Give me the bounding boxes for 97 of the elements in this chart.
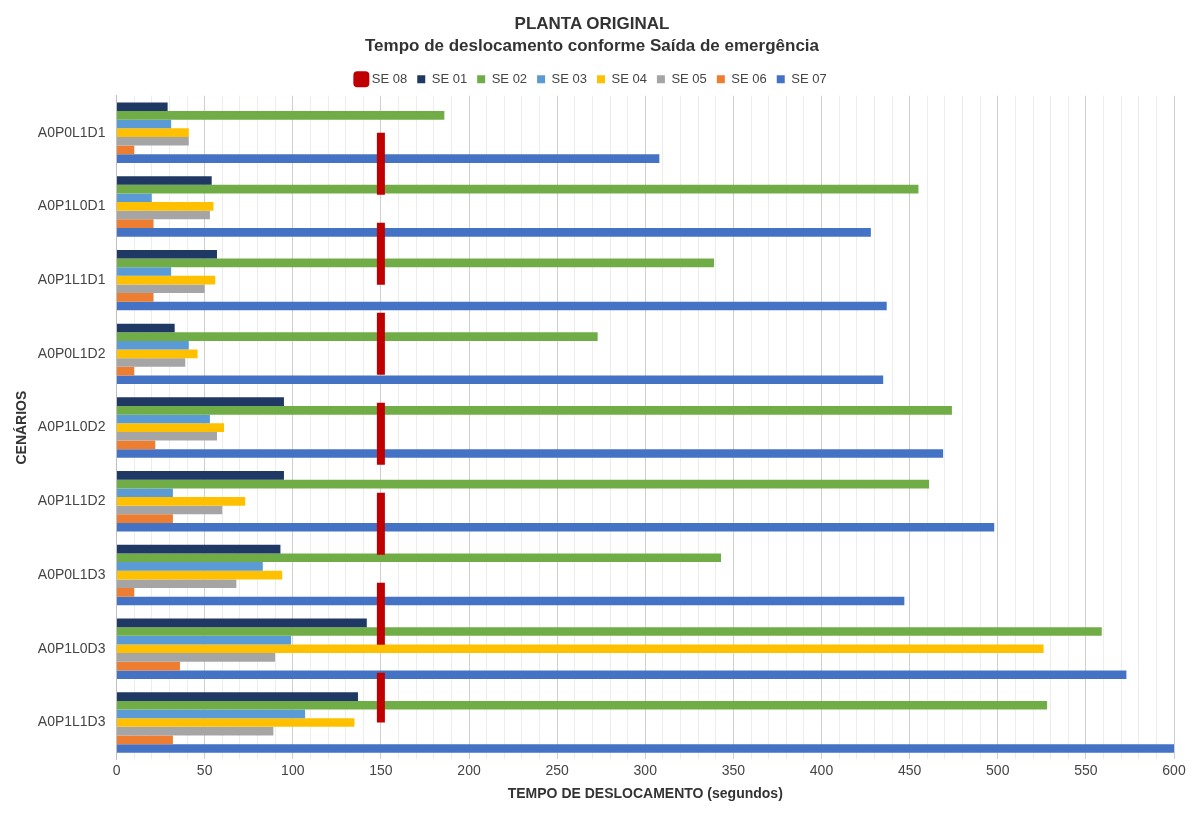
bar: [117, 111, 445, 120]
bar: [117, 128, 189, 137]
bar: [117, 596, 905, 606]
bar: [117, 635, 291, 645]
bar: [117, 544, 281, 554]
bar: [117, 514, 173, 523]
bar: [117, 154, 660, 163]
legend-label: SE 06: [731, 70, 767, 86]
x-tick-label: 50: [196, 761, 213, 778]
bar: [117, 267, 172, 276]
legend-label: SE 08: [371, 70, 408, 86]
bar: [117, 184, 919, 194]
bar: [117, 522, 995, 532]
bar: [117, 358, 186, 367]
x-tick-label: 550: [1074, 761, 1098, 778]
x-tick-label: 450: [897, 761, 922, 778]
x-tick-label: 200: [457, 761, 481, 778]
bar: [117, 414, 210, 424]
bar: [117, 471, 284, 480]
bar: [117, 397, 284, 407]
bar: [117, 588, 135, 597]
bar: [117, 375, 884, 385]
bar: [117, 661, 180, 671]
bar: [117, 653, 276, 662]
x-tick-label: 150: [369, 761, 393, 778]
y-tick-label: A0P1L0D3: [37, 639, 106, 656]
bar: [117, 227, 871, 237]
bar: [117, 449, 944, 458]
bar: [117, 744, 1174, 753]
x-axis-title: TEMPO DE DESLOCAMENTO (segundos): [507, 785, 783, 802]
bar: [117, 479, 930, 489]
bar: [117, 340, 189, 350]
bar: [117, 505, 223, 515]
bar: [117, 431, 217, 441]
legend-label: SE 01: [431, 70, 468, 86]
bar: [117, 136, 189, 146]
bar: [117, 627, 1102, 636]
bar: [117, 258, 714, 268]
bar: [117, 102, 168, 112]
x-tick-label: 500: [986, 761, 1010, 778]
bar: [117, 176, 212, 185]
bar: [117, 709, 306, 719]
chart-title: PLANTA ORIGINAL: [514, 13, 670, 33]
bar: [117, 210, 210, 220]
bar: [117, 406, 952, 415]
bar: [117, 692, 358, 701]
bar: [117, 332, 598, 341]
bar: [117, 423, 225, 432]
y-tick-label: A0P1L0D1: [37, 197, 106, 214]
bar: [117, 726, 274, 736]
bar: [117, 202, 214, 211]
bar: [117, 440, 156, 450]
y-tick-label: A0P0L1D3: [37, 565, 106, 582]
bar: [117, 249, 217, 259]
bar: [117, 579, 237, 589]
y-tick-label: A0P1L1D2: [37, 492, 106, 509]
bar: [117, 570, 283, 580]
bar: [117, 323, 175, 333]
y-tick-label: A0P0L1D2: [37, 344, 106, 361]
x-tick-label: 600: [1162, 761, 1186, 778]
bar: [117, 284, 205, 294]
bar: [117, 275, 216, 285]
bar: [117, 670, 1127, 680]
legend-label: SE 07: [791, 70, 827, 86]
bar: [117, 718, 355, 727]
bar: [117, 193, 152, 203]
legend-label: SE 04: [611, 70, 647, 86]
chart-subtitle: Tempo de deslocamento conforme Saída de emergência: [364, 36, 820, 56]
bar: [117, 219, 154, 228]
y-axis-title: CENÁRIOS: [13, 390, 30, 465]
bar: [117, 497, 246, 506]
x-tick-label: 100: [281, 761, 305, 778]
legend-label: SE 05: [671, 70, 707, 86]
bar: [117, 700, 1048, 710]
bar: [117, 366, 135, 376]
bar: [117, 735, 173, 745]
y-tick-label: A0P0L1D1: [37, 123, 106, 140]
bar: [117, 553, 722, 563]
bar: [117, 145, 135, 155]
bar: [117, 349, 198, 359]
bar: [117, 644, 1044, 654]
bar: [117, 618, 367, 628]
bar: [117, 301, 887, 311]
x-tick-label: 0: [112, 761, 121, 778]
bar: [117, 562, 263, 571]
bar: [117, 119, 172, 129]
x-tick-label: 350: [721, 761, 746, 778]
y-tick-label: A0P1L1D3: [37, 713, 106, 730]
y-tick-label: A0P1L0D2: [37, 418, 106, 435]
legend-label: SE 02: [491, 70, 528, 86]
x-tick-label: 400: [809, 761, 834, 778]
x-tick-label: 250: [545, 761, 570, 778]
y-tick-label: A0P1L1D1: [37, 270, 106, 287]
x-tick-label: 300: [633, 761, 658, 778]
legend-label: SE 03: [551, 70, 588, 86]
bar: [117, 293, 154, 302]
bar: [117, 488, 173, 498]
